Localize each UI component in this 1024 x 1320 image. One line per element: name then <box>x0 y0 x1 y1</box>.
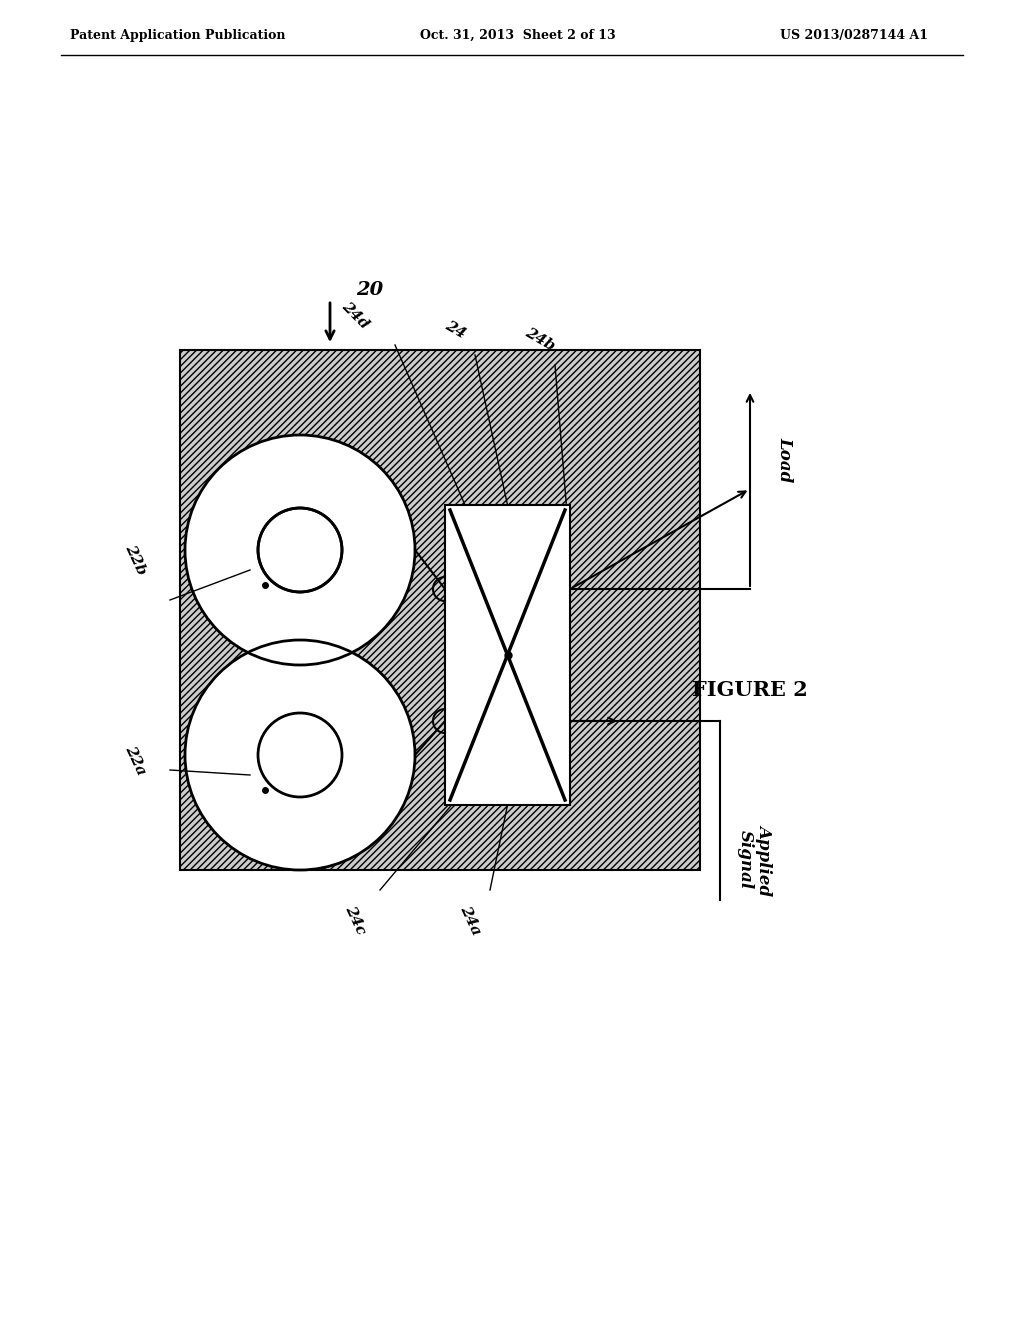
Circle shape <box>258 713 342 797</box>
Text: 24a: 24a <box>457 903 483 937</box>
Text: 24d: 24d <box>339 298 372 331</box>
Text: 24c: 24c <box>342 903 368 937</box>
Text: Applied
Signal: Applied Signal <box>736 825 773 895</box>
Text: Load: Load <box>776 437 794 483</box>
Text: 20: 20 <box>356 281 384 300</box>
Text: 24b: 24b <box>522 326 557 354</box>
Text: Patent Application Publication: Patent Application Publication <box>70 29 286 41</box>
Circle shape <box>258 508 342 591</box>
Text: Oct. 31, 2013  Sheet 2 of 13: Oct. 31, 2013 Sheet 2 of 13 <box>420 29 615 41</box>
Bar <box>180 350 700 870</box>
Circle shape <box>185 436 415 665</box>
Bar <box>445 506 570 805</box>
Text: 24: 24 <box>442 318 468 342</box>
Text: US 2013/0287144 A1: US 2013/0287144 A1 <box>780 29 928 41</box>
Text: 22a: 22a <box>122 743 147 777</box>
Circle shape <box>185 640 415 870</box>
Text: 22b: 22b <box>122 543 148 577</box>
Text: FIGURE 2: FIGURE 2 <box>692 680 808 700</box>
